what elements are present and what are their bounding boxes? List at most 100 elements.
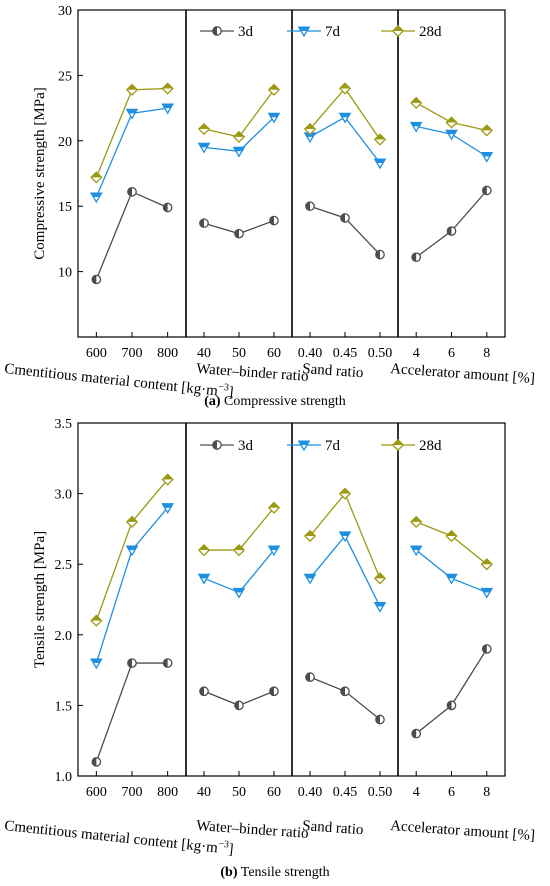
tensile-point-7d-fill bbox=[268, 546, 280, 551]
tensile-series-line-7d bbox=[309, 534, 381, 607]
compressive-y-axis-label: Compressive strength [MPa] bbox=[32, 87, 48, 259]
tensile-point-7d-fill bbox=[410, 546, 422, 551]
tensile-group-3: 4 6 8 Accelerator amount [%] bbox=[390, 515, 536, 844]
compressive-caption: (a) Compressive strength bbox=[204, 394, 346, 409]
tensile-point-7d-fill bbox=[374, 602, 386, 607]
compressive-xtick-label: 0.45 bbox=[333, 346, 358, 361]
tensile-point-7d-fill bbox=[446, 574, 457, 579]
tensile-point-28d-fill bbox=[198, 544, 210, 551]
compressive-point-28d-fill bbox=[268, 84, 280, 90]
x-axis-label-superscript: −3 bbox=[218, 839, 230, 851]
tensile-xtick-label: 0.45 bbox=[333, 785, 358, 800]
compressive-xtick-label: 0.40 bbox=[298, 346, 323, 361]
compressive-point-3d-fill bbox=[447, 226, 452, 236]
tensile-xtick-label: 0.40 bbox=[298, 785, 323, 800]
compressive-point-28d-fill bbox=[410, 97, 422, 103]
caption-letter: (b) bbox=[220, 865, 237, 880]
tensile-xtick-label: 50 bbox=[232, 785, 246, 800]
compressive-ytick-label: 10 bbox=[58, 266, 72, 281]
compressive-xtick-label: 700 bbox=[122, 346, 143, 361]
tensile-x-axis-label: Water–binder ratio bbox=[196, 818, 309, 842]
compressive-point-28d-fill bbox=[162, 83, 173, 89]
x-axis-label-end: ] bbox=[228, 842, 235, 858]
tensile-x-axis-label: Sand ratio bbox=[302, 818, 364, 838]
compressive-point-3d-fill bbox=[340, 213, 345, 223]
compressive-point-7d-fill bbox=[198, 143, 210, 148]
tensile-xtick-label: 0.50 bbox=[368, 785, 393, 800]
tensile-point-3d-fill bbox=[269, 687, 274, 696]
tensile-ytick-label: 3.0 bbox=[55, 488, 73, 503]
compressive-point-3d-fill bbox=[269, 216, 274, 225]
x-axis-label-text: Cmentitious material content [kg·m bbox=[4, 361, 219, 399]
tensile-x-axis-label: Accelerator amount [%] bbox=[390, 818, 536, 844]
compressive-group-2: 0.40 0.45 0.50 Sand ratio bbox=[298, 82, 392, 381]
tensile-point-28d-fill bbox=[126, 516, 138, 522]
compressive-point-7d-fill bbox=[233, 147, 245, 152]
tensile-xtick-label: 40 bbox=[197, 785, 211, 800]
compressive-point-7d-fill bbox=[374, 159, 386, 164]
compressive-x-axis-label: Accelerator amount [%] bbox=[390, 361, 536, 387]
compressive-xtick-label: 4 bbox=[413, 346, 420, 361]
caption-text: Tensile strength bbox=[238, 865, 330, 880]
tensile-legend-marker-7d-fill bbox=[298, 441, 310, 445]
caption-text: Compressive strength bbox=[221, 394, 346, 409]
compressive-xtick-label: 600 bbox=[86, 346, 107, 361]
tensile-panel: 1.0 1.5 2.0 2.5 3.0 3.5 Tensile strength [MPa]… bbox=[4, 417, 536, 880]
tensile-xtick-label: 8 bbox=[483, 785, 490, 800]
tensile-series-line-3d bbox=[309, 676, 381, 721]
compressive-legend-marker-3d-fill bbox=[212, 26, 217, 36]
compressive-point-7d-fill bbox=[126, 109, 138, 114]
compressive-point-28d-fill bbox=[198, 123, 210, 130]
compressive-legend-label-7d: 7d bbox=[325, 24, 341, 40]
compressive-point-7d-fill bbox=[339, 113, 351, 118]
tensile-point-3d-fill bbox=[411, 729, 417, 738]
compressive-legend-label-3d: 3d bbox=[238, 24, 254, 40]
tensile-group-2: 0.40 0.45 0.50 Sand ratio bbox=[298, 487, 393, 838]
compressive-x-axis-label: Water–binder ratio bbox=[196, 361, 309, 385]
compressive-point-3d-fill bbox=[482, 186, 487, 195]
tensile-point-28d-fill bbox=[374, 573, 386, 579]
tensile-point-3d-fill bbox=[199, 687, 205, 696]
compressive-point-3d-fill bbox=[234, 229, 239, 238]
compressive-point-3d-fill bbox=[305, 202, 311, 211]
compressive-point-3d-fill bbox=[127, 187, 132, 197]
compressive-series-line-3d bbox=[415, 190, 488, 258]
compressive-xtick-label: 8 bbox=[483, 346, 490, 361]
tensile-point-28d-fill bbox=[91, 615, 102, 621]
compressive-ytick-label: 30 bbox=[58, 4, 72, 19]
compressive-ytick-label: 25 bbox=[58, 69, 72, 84]
compressive-point-3d-fill bbox=[92, 275, 97, 284]
compressive-point-28d-fill bbox=[481, 125, 493, 131]
tensile-legend-label-28d: 28d bbox=[419, 438, 442, 454]
compressive-point-7d-fill bbox=[91, 193, 102, 198]
tensile-xtick-label: 800 bbox=[157, 785, 178, 800]
tensile-point-7d-fill bbox=[126, 546, 138, 551]
caption-letter: (a) bbox=[204, 394, 221, 409]
compressive-point-28d-fill bbox=[339, 83, 351, 89]
x-axis-label-text: Sand ratio bbox=[302, 818, 364, 838]
x-axis-label-end: ] bbox=[228, 385, 235, 401]
tensile-legend-marker-28d-fill bbox=[392, 439, 404, 445]
tensile-point-3d-fill bbox=[163, 658, 168, 668]
compressive-series-line-3d bbox=[95, 190, 168, 280]
tensile-point-3d-fill bbox=[375, 715, 380, 724]
tensile-xtick-label: 600 bbox=[86, 785, 107, 800]
tensile-ytick-label: 1.0 bbox=[55, 770, 73, 785]
tensile-xtick-label: 6 bbox=[448, 785, 455, 800]
tensile-series-line-3d bbox=[415, 648, 488, 735]
compressive-panel: 10 15 20 25 30 Compressive strength [MPa] 600 7… bbox=[4, 4, 536, 409]
compressive-xtick-label: 60 bbox=[267, 346, 281, 361]
compressive-point-7d-fill bbox=[446, 130, 457, 135]
compressive-xtick-label: 6 bbox=[448, 346, 455, 361]
x-axis-label-text: Water–binder ratio bbox=[196, 361, 309, 385]
compressive-legend-label-28d: 28d bbox=[419, 24, 442, 40]
compressive-point-3d-fill bbox=[411, 253, 417, 262]
tensile-xtick-label: 700 bbox=[122, 785, 143, 800]
tensile-point-28d-fill bbox=[162, 474, 173, 480]
tensile-point-28d-fill bbox=[481, 559, 493, 565]
tensile-point-28d-fill bbox=[339, 488, 351, 494]
tensile-series-line-7d bbox=[95, 507, 169, 664]
x-axis-label-text: Accelerator amount [%] bbox=[390, 818, 536, 844]
